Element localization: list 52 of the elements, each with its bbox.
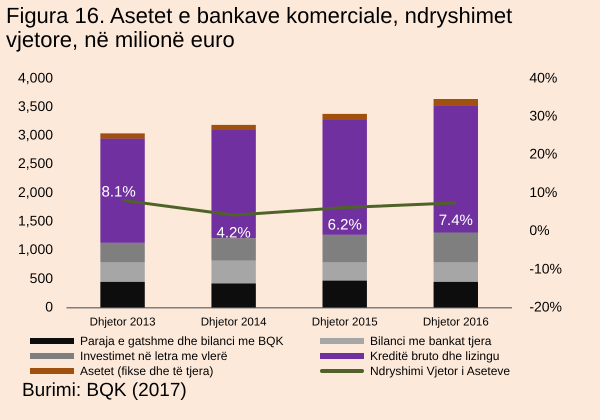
bar — [100, 138, 145, 243]
data-label: 6.2% — [328, 216, 362, 234]
y-tick-label: 1,500 — [18, 212, 54, 229]
legend-label: Ndryshimi Vjetor i Aseteve — [370, 364, 510, 378]
bar — [434, 262, 478, 282]
data-label: 7.4% — [438, 212, 473, 230]
bar — [434, 282, 478, 308]
bar — [211, 260, 256, 284]
bar — [434, 232, 478, 262]
legend-label: Investimet në letra me vlerë — [80, 349, 228, 363]
data-label: 8.1% — [101, 183, 136, 200]
y2-tick-label: -10% — [529, 260, 562, 276]
bar — [100, 282, 145, 308]
y2-tick-label: 0% — [529, 222, 550, 238]
y2-tick-label: 10% — [529, 184, 558, 200]
chart-title: Figura 16. Asetet e bankave komerciale, ndryshimet vjetore, në milionë euro — [5, 2, 514, 52]
legend-label: Kreditë bruto dhe lizingu — [370, 349, 500, 363]
bar — [434, 105, 478, 233]
text: Burimi: BQK (2017) — [21, 379, 188, 402]
y-tick-label: 4,000 — [18, 69, 54, 86]
legend-label: Bilanci me bankat tjera — [370, 334, 492, 348]
bar — [434, 99, 478, 106]
bar — [211, 284, 256, 308]
x-tick-label: Dhjetor 2015 — [312, 316, 378, 329]
y-tick-label: 1,000 — [18, 241, 54, 258]
y2-tick-label: 30% — [529, 107, 558, 124]
y2-tick-label: 20% — [529, 146, 558, 162]
x-tick-label: Dhjetor 2014 — [200, 316, 268, 329]
bar — [322, 280, 367, 308]
bar — [211, 124, 256, 130]
legend-label: Paraja e gatshme dhe bilanci me BQK — [80, 334, 284, 348]
y-tick-label: 3,000 — [18, 126, 54, 143]
bar — [211, 130, 256, 238]
x-tick-label: Dhjetor 2013 — [90, 316, 156, 329]
data-label: 4.2% — [216, 224, 251, 242]
y2-tick-label: -20% — [529, 298, 562, 314]
bar — [100, 242, 145, 262]
y-tick-label: 0 — [45, 298, 54, 314]
bar — [100, 262, 145, 282]
y2-tick-label: 40% — [529, 69, 558, 86]
y-tick-label: 3,500 — [18, 98, 54, 114]
bar — [322, 114, 367, 120]
bar — [211, 238, 256, 261]
y-tick-label: 2,000 — [18, 184, 54, 200]
y-tick-label: 500 — [30, 270, 54, 286]
bar — [322, 119, 367, 235]
bar — [322, 234, 367, 262]
y-tick-label: 2,500 — [18, 155, 54, 172]
bar — [100, 133, 145, 139]
legend-label: Asetet (fikse dhe të tjera) — [80, 364, 214, 378]
bar — [322, 262, 367, 281]
x-tick-label: Dhjetor 2016 — [422, 316, 489, 329]
